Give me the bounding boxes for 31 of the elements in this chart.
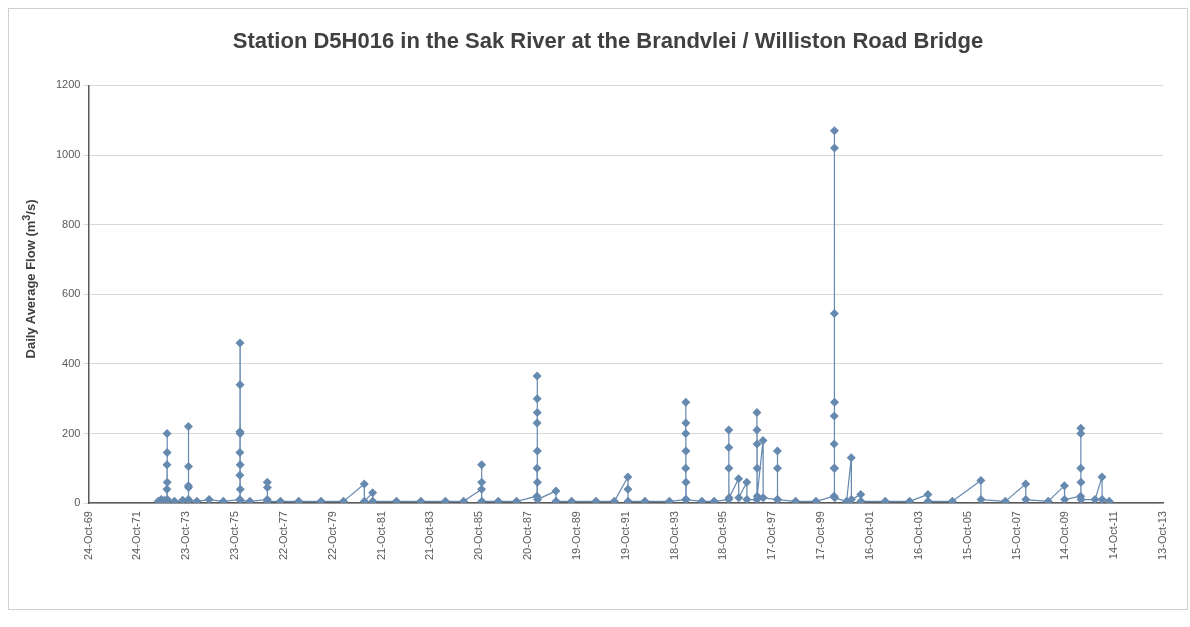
y-tick-label: 1000	[55, 148, 81, 161]
x-tick-label: 19-Oct-91	[618, 511, 631, 561]
x-tick-label: 22-Oct-77	[276, 511, 289, 561]
x-tick-label: 17-Oct-97	[765, 511, 778, 561]
x-tick-label: 18-Oct-93	[667, 511, 680, 561]
x-tick-label: 24-Oct-69	[81, 511, 94, 561]
x-tick-label: 14-Oct-09	[1058, 511, 1071, 561]
x-tick-label: 20-Oct-85	[472, 511, 485, 561]
y-tick-label: 200	[62, 426, 81, 439]
x-tick-label: 20-Oct-87	[521, 511, 534, 561]
x-tick-label: 13-Oct-13	[1156, 511, 1169, 561]
x-tick-label: 22-Oct-79	[325, 511, 338, 561]
x-tick-label: 15-Oct-07	[1009, 511, 1022, 561]
x-tick-label: 21-Oct-81	[374, 511, 387, 561]
x-tick-label: 21-Oct-83	[423, 511, 436, 561]
y-tick-label: 0	[74, 496, 81, 509]
y-tick-label: 1200	[55, 78, 81, 91]
x-tick-label: 23-Oct-75	[228, 511, 241, 561]
x-tick-label: 14-Oct-11	[1107, 511, 1120, 560]
x-tick-label: 15-Oct-05	[960, 511, 973, 561]
x-tick-label: 16-Oct-03	[911, 511, 924, 561]
x-tick-label: 16-Oct-01	[862, 511, 875, 561]
y-tick-label: 600	[62, 287, 81, 300]
x-tick-label: 24-Oct-71	[130, 511, 143, 561]
chart-title: Station D5H016 in the Sak River at the Brandvlei / Williston Road Bridge	[232, 28, 984, 54]
y-tick-label: 400	[62, 356, 81, 369]
x-tick-label: 17-Oct-99	[814, 511, 827, 561]
x-tick-label: 19-Oct-89	[569, 511, 582, 561]
x-tick-label: 18-Oct-95	[716, 511, 729, 561]
x-tick-label: 23-Oct-73	[179, 511, 192, 561]
y-tick-label: 800	[62, 217, 81, 230]
